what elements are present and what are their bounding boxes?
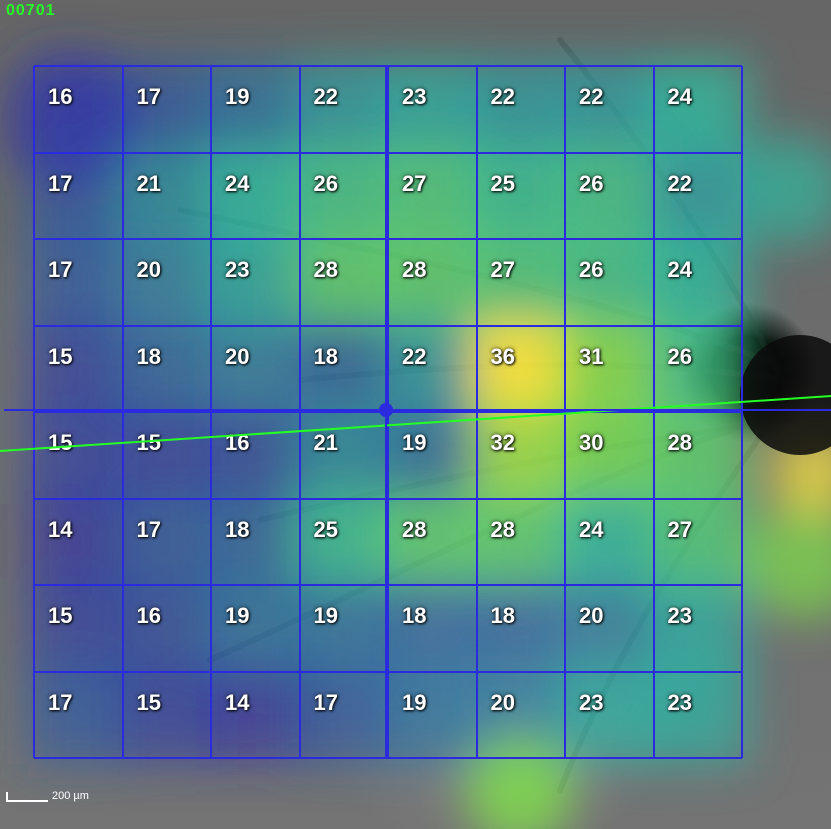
cell-value: 14 <box>225 690 249 716</box>
cell-value: 20 <box>579 603 603 629</box>
cell-value: 36 <box>491 344 515 370</box>
cell-value: 17 <box>137 517 161 543</box>
cell-value: 16 <box>137 603 161 629</box>
grid-hline <box>34 325 742 327</box>
cell-value: 27 <box>402 171 426 197</box>
cell-value: 17 <box>137 84 161 110</box>
scale-bar-label: 200 µm <box>52 790 89 802</box>
cell-value: 24 <box>668 84 692 110</box>
cell-value: 27 <box>491 257 515 283</box>
cell-value: 28 <box>402 517 426 543</box>
cell-value: 19 <box>314 603 338 629</box>
cell-value: 20 <box>137 257 161 283</box>
scale-bar: 200 µm <box>6 790 89 802</box>
frame-id-label: 00701 <box>6 2 56 20</box>
cell-value: 23 <box>402 84 426 110</box>
cell-value: 28 <box>491 517 515 543</box>
cell-value: 24 <box>225 171 249 197</box>
cell-value: 14 <box>48 517 72 543</box>
cell-value: 19 <box>225 603 249 629</box>
grid-hline <box>34 238 742 240</box>
cell-value: 32 <box>491 430 515 456</box>
cell-value: 25 <box>314 517 338 543</box>
cell-value: 17 <box>314 690 338 716</box>
cell-value: 28 <box>402 257 426 283</box>
cell-value: 17 <box>48 171 72 197</box>
cell-value: 19 <box>225 84 249 110</box>
cell-value: 20 <box>491 690 515 716</box>
grid-hline <box>34 757 742 759</box>
grid-hline <box>34 65 742 67</box>
cell-value: 22 <box>491 84 515 110</box>
grid-hline <box>34 498 742 500</box>
cell-value: 22 <box>579 84 603 110</box>
cell-value: 24 <box>668 257 692 283</box>
oct-thickness-map: { "canvas": { "w": 831, "h": 829, "backg… <box>0 0 831 829</box>
cell-value: 19 <box>402 690 426 716</box>
cell-value: 26 <box>579 171 603 197</box>
cell-value: 27 <box>668 517 692 543</box>
cell-value: 22 <box>314 84 338 110</box>
cell-value: 28 <box>668 430 692 456</box>
cell-value: 24 <box>579 517 603 543</box>
cell-value: 19 <box>402 430 426 456</box>
cell-value: 18 <box>225 517 249 543</box>
cell-value: 22 <box>402 344 426 370</box>
cell-value: 26 <box>668 344 692 370</box>
cell-value: 26 <box>579 257 603 283</box>
cell-value: 22 <box>668 171 692 197</box>
cell-value: 18 <box>402 603 426 629</box>
cell-value: 18 <box>314 344 338 370</box>
cell-value: 23 <box>668 690 692 716</box>
cell-value: 18 <box>491 603 515 629</box>
cell-value: 17 <box>48 257 72 283</box>
grid-hline <box>34 152 742 154</box>
cell-value: 28 <box>314 257 338 283</box>
cell-value: 23 <box>579 690 603 716</box>
cell-value: 26 <box>314 171 338 197</box>
cell-value: 15 <box>137 690 161 716</box>
cell-value: 18 <box>137 344 161 370</box>
cell-value: 16 <box>48 84 72 110</box>
cell-value: 21 <box>137 171 161 197</box>
cell-value: 17 <box>48 690 72 716</box>
cell-value: 21 <box>314 430 338 456</box>
crosshair-horizontal <box>4 409 831 411</box>
cell-value: 15 <box>48 430 72 456</box>
cell-value: 23 <box>668 603 692 629</box>
cell-value: 20 <box>225 344 249 370</box>
cell-value: 30 <box>579 430 603 456</box>
grid-hline <box>34 671 742 673</box>
cell-value: 31 <box>579 344 603 370</box>
cell-value: 23 <box>225 257 249 283</box>
cell-value: 15 <box>137 430 161 456</box>
grid-hline <box>34 584 742 586</box>
cell-value: 25 <box>491 171 515 197</box>
cell-value: 15 <box>48 344 72 370</box>
cell-value: 15 <box>48 603 72 629</box>
